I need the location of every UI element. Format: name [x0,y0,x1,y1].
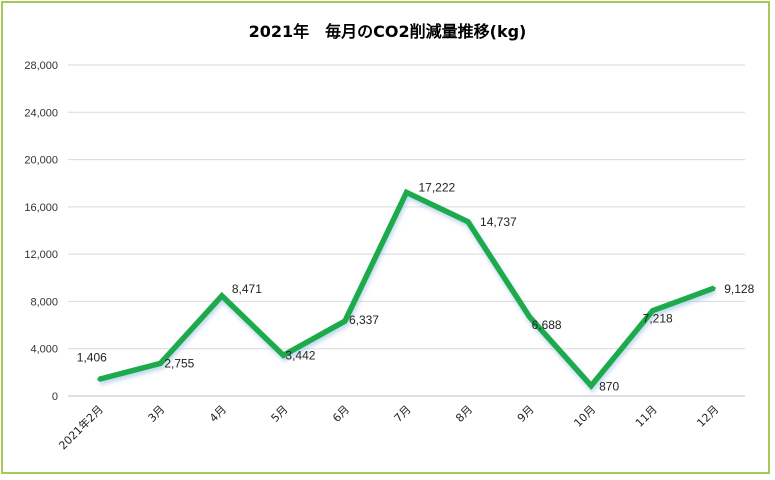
data-label: 14,737 [480,215,517,229]
data-point [712,286,716,290]
x-tick-label: 5月 [269,403,291,425]
y-tick-label: 24,000 [24,107,58,119]
y-tick-label: 28,000 [24,60,58,72]
data-point [651,309,655,313]
data-label: 9,128 [724,282,754,296]
y-tick-label: 16,000 [24,202,58,214]
y-tick-label: 4,000 [30,344,58,356]
x-tick-label: 3月 [146,403,168,425]
data-point [528,315,532,319]
data-label: 17,222 [419,180,456,194]
data-label: 8,471 [232,282,262,296]
x-tick-label: 11月 [633,403,660,430]
y-tick-label: 12,000 [24,249,58,261]
x-tick-label: 2021年2月 [56,402,106,452]
data-point [158,361,162,365]
x-tick-label: 4月 [207,403,229,425]
chart-title: 2021年 毎月のCO2削減量推移(kg) [248,22,527,41]
data-point [589,384,593,388]
data-point [97,377,101,381]
data-point [405,190,408,194]
data-label: 7,218 [643,312,673,326]
data-point [281,353,285,357]
data-label: 1,406 [77,350,107,364]
data-label: 6,337 [349,313,379,327]
x-tick-label: 6月 [330,403,352,425]
data-label: 870 [599,380,619,394]
data-point [343,319,347,323]
x-tick-label: 8月 [453,403,475,425]
data-label: 6,688 [532,318,562,332]
y-tick-label: 0 [52,391,58,403]
x-tick-label: 12月 [694,403,721,430]
y-tick-label: 20,000 [24,155,58,167]
data-label: 2,755 [164,356,194,370]
data-label: 3,442 [285,348,315,362]
data-point [466,220,470,224]
y-tick-label: 8,000 [30,296,58,308]
x-tick-label: 9月 [515,403,537,425]
data-point [220,294,224,298]
x-tick-label: 7月 [392,403,414,425]
x-tick-label: 10月 [571,403,598,430]
